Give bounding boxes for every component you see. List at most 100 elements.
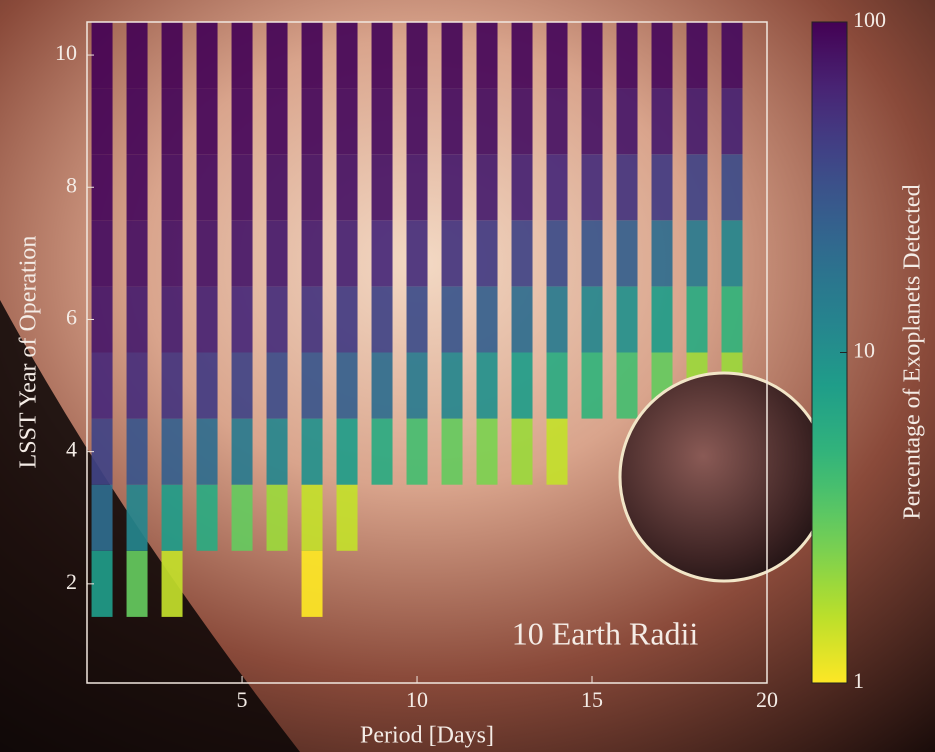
heatmap-cell [231, 154, 253, 221]
y-tick-label: 8 [66, 172, 77, 197]
heatmap-cell [406, 418, 428, 485]
heatmap-cell [231, 286, 253, 353]
heatmap-cell [511, 220, 533, 287]
heatmap-cell [336, 418, 358, 485]
heatmap-cell [161, 22, 183, 89]
heatmap-cell [126, 286, 148, 353]
heatmap-cell [91, 286, 113, 353]
heatmap-cell [546, 418, 568, 485]
heatmap-cell [581, 154, 603, 221]
heatmap-cell [686, 22, 708, 89]
heatmap-cell [266, 154, 288, 221]
heatmap-cell [196, 286, 218, 353]
heatmap-cell [616, 352, 638, 419]
heatmap-cell [231, 88, 253, 155]
heatmap-cell [721, 286, 743, 353]
heatmap-cell [406, 286, 428, 353]
heatmap-cell [546, 220, 568, 287]
heatmap-cell [651, 88, 673, 155]
heatmap-cell [721, 154, 743, 221]
heatmap-cell [161, 418, 183, 485]
heatmap-cell [511, 88, 533, 155]
colorbar-label: Percentage of Exoplanets Detected [900, 184, 926, 519]
heatmap-cell [616, 220, 638, 287]
heatmap-cell [441, 22, 463, 89]
heatmap-cell [686, 154, 708, 221]
heatmap-cell [511, 418, 533, 485]
x-tick-label: 5 [237, 687, 248, 712]
heatmap-cell [371, 286, 393, 353]
y-tick-label: 10 [55, 40, 77, 65]
heatmap-cell [126, 88, 148, 155]
heatmap-cell [441, 220, 463, 287]
heatmap-cell [301, 418, 323, 485]
heatmap-cell [371, 352, 393, 419]
heatmap-cell [336, 352, 358, 419]
heatmap-cell [231, 484, 253, 551]
heatmap-cell [196, 22, 218, 89]
heatmap-cell [371, 418, 393, 485]
heatmap-cell [721, 22, 743, 89]
planet-illustration [618, 371, 830, 583]
x-tick-label: 15 [581, 687, 603, 712]
heatmap-cell [196, 352, 218, 419]
heatmap-cell [301, 286, 323, 353]
heatmap-cell [336, 484, 358, 551]
colorbar-tick-label: 10 [853, 338, 875, 363]
heatmap [91, 22, 743, 617]
heatmap-cell [546, 22, 568, 89]
heatmap-cell [161, 154, 183, 221]
heatmap-cell [581, 286, 603, 353]
heatmap-cell [371, 88, 393, 155]
heatmap-cell [91, 550, 113, 617]
heatmap-cell [126, 154, 148, 221]
heatmap-cell [721, 88, 743, 155]
heatmap-cell [196, 484, 218, 551]
heatmap-cell [371, 22, 393, 89]
heatmap-cell [476, 88, 498, 155]
heatmap-cell [266, 484, 288, 551]
heatmap-cell [441, 88, 463, 155]
x-tick-label: 20 [756, 687, 778, 712]
heatmap-cell [126, 484, 148, 551]
heatmap-cell [301, 154, 323, 221]
heatmap-cell [581, 88, 603, 155]
heatmap-cell [686, 88, 708, 155]
heatmap-cell [406, 88, 428, 155]
heatmap-cell [371, 220, 393, 287]
heatmap-cell [476, 352, 498, 419]
heatmap-cell [301, 352, 323, 419]
heatmap-cell [91, 88, 113, 155]
heatmap-cell [686, 220, 708, 287]
heatmap-cell [126, 550, 148, 617]
heatmap-cell [616, 154, 638, 221]
plot-frame [86, 21, 768, 684]
space-shadow [0, 300, 300, 752]
x-axis-label: Period [Days] [360, 723, 494, 749]
heatmap-cell [476, 418, 498, 485]
heatmap-cell [546, 154, 568, 221]
heatmap-cell [266, 418, 288, 485]
heatmap-cell [406, 22, 428, 89]
heatmap-cell [581, 220, 603, 287]
heatmap-cell [126, 352, 148, 419]
y-tick-label: 6 [66, 304, 77, 329]
colorbar-tick-label: 1 [853, 668, 864, 693]
heatmap-cell [476, 22, 498, 89]
heatmap-cell [266, 220, 288, 287]
heatmap-cell [686, 286, 708, 353]
heatmap-cell [231, 418, 253, 485]
heatmap-cell [301, 484, 323, 551]
heatmap-cell [651, 286, 673, 353]
heatmap-cell [616, 286, 638, 353]
heatmap-cell [476, 154, 498, 221]
heatmap-cell [336, 22, 358, 89]
colorbar-tick-label: 100 [853, 7, 886, 32]
heatmap-cell [336, 286, 358, 353]
heatmap-cell [616, 88, 638, 155]
heatmap-cell [406, 154, 428, 221]
heatmap-cell [511, 286, 533, 353]
heatmap-cell [231, 22, 253, 89]
